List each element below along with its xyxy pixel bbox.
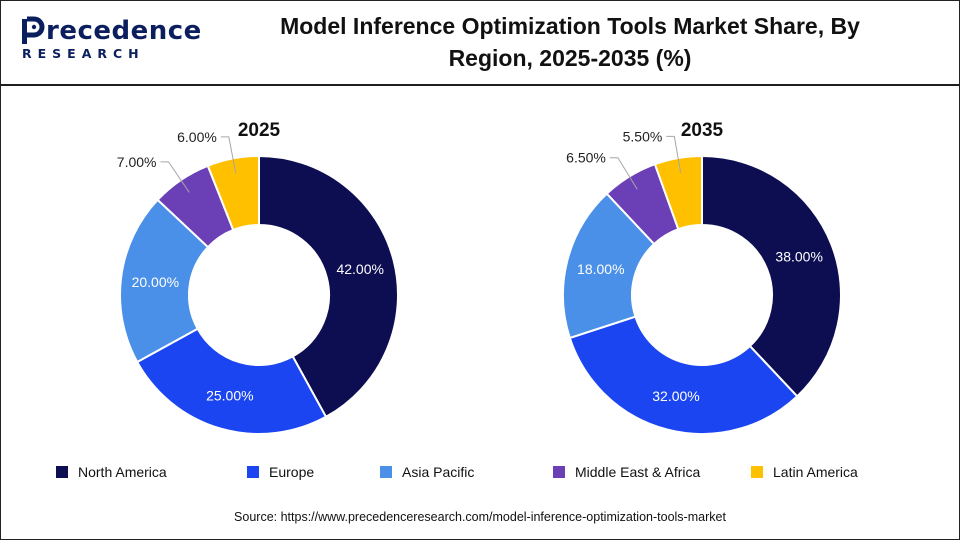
slice-north-america <box>258 154 399 419</box>
leader-line-middle-east-and-africa <box>160 161 190 193</box>
title-line-2: Region, 2025-2035 (%) <box>448 45 692 71</box>
donut-2025: 2025 42.00% 25.00% 20.00% 7.00% 6.00% <box>117 120 399 435</box>
legend-item-asia-pacific: Asia Pacific <box>380 464 474 480</box>
logo-main-text: recedence <box>46 16 202 46</box>
slice-europe <box>568 315 799 435</box>
legend-label: Latin America <box>773 464 858 480</box>
legend-label: Asia Pacific <box>402 464 475 480</box>
slice-latin-america <box>206 154 260 232</box>
legend-item-europe: Europe <box>247 464 314 480</box>
slice-europe <box>135 327 328 435</box>
slice-north-america <box>701 154 842 398</box>
logo-sub-text: RESEARCH <box>22 46 145 61</box>
logo-wordmark: recedence <box>20 16 202 46</box>
legend: North America Europe Asia Pacific Middle Ea… <box>0 464 960 486</box>
donut-charts: 2025 42.00% 25.00% 20.00% 7.00% 6.00% 2035 38.0… <box>117 120 842 435</box>
data-label-europe: 32.00% <box>652 388 699 404</box>
legend-label: North America <box>78 464 167 480</box>
title-line-1: Model Inference Optimization Tools Marke… <box>280 13 860 39</box>
chart-title: 2025 <box>238 120 281 141</box>
source-note: Source: https://www.precedenceresearch.c… <box>234 510 726 524</box>
legend-item-north-america: North America <box>56 464 167 480</box>
legend-item-latin-america: Latin America <box>751 464 858 480</box>
data-label-asia-pacific: 18.00% <box>577 261 624 277</box>
brand-logo: recedence RESEARCH <box>20 14 201 66</box>
legend-swatch <box>380 466 392 478</box>
data-label-latin-america: 6.00% <box>177 129 217 145</box>
leader-line-latin-america <box>220 136 237 174</box>
page-title: Model Inference Optimization Tools Marke… <box>220 10 920 74</box>
data-label-middle-east-and-africa: 6.50% <box>566 150 606 166</box>
legend-label: Middle East & Africa <box>575 464 701 480</box>
data-label-north-america: 38.00% <box>775 249 822 265</box>
legend-swatch <box>247 466 259 478</box>
data-label-latin-america: 5.50% <box>623 128 663 144</box>
leader-line-latin-america <box>666 135 682 173</box>
legend-swatch <box>56 466 68 478</box>
leader-line-middle-east-and-africa <box>609 157 638 190</box>
slice-latin-america <box>653 154 703 231</box>
donut-2035: 2035 38.00% 32.00% 18.00% 6.50% 5.50% <box>562 120 842 435</box>
legend-swatch <box>751 466 763 478</box>
legend-label: Europe <box>269 464 315 480</box>
data-label-north-america: 42.00% <box>336 261 383 277</box>
legend-swatch <box>553 466 565 478</box>
chart-title: 2035 <box>681 120 724 141</box>
data-label-asia-pacific: 20.00% <box>132 274 179 290</box>
logo-p-icon <box>20 16 46 46</box>
legend-item-middle-east-and-africa: Middle East & Africa <box>553 464 700 480</box>
data-label-middle-east-and-africa: 7.00% <box>117 154 157 170</box>
slice-asia-pacific <box>562 192 656 340</box>
header: recedence RESEARCH Model Inference Optim… <box>0 0 960 86</box>
data-label-europe: 25.00% <box>206 387 253 403</box>
slice-asia-pacific <box>119 198 210 364</box>
